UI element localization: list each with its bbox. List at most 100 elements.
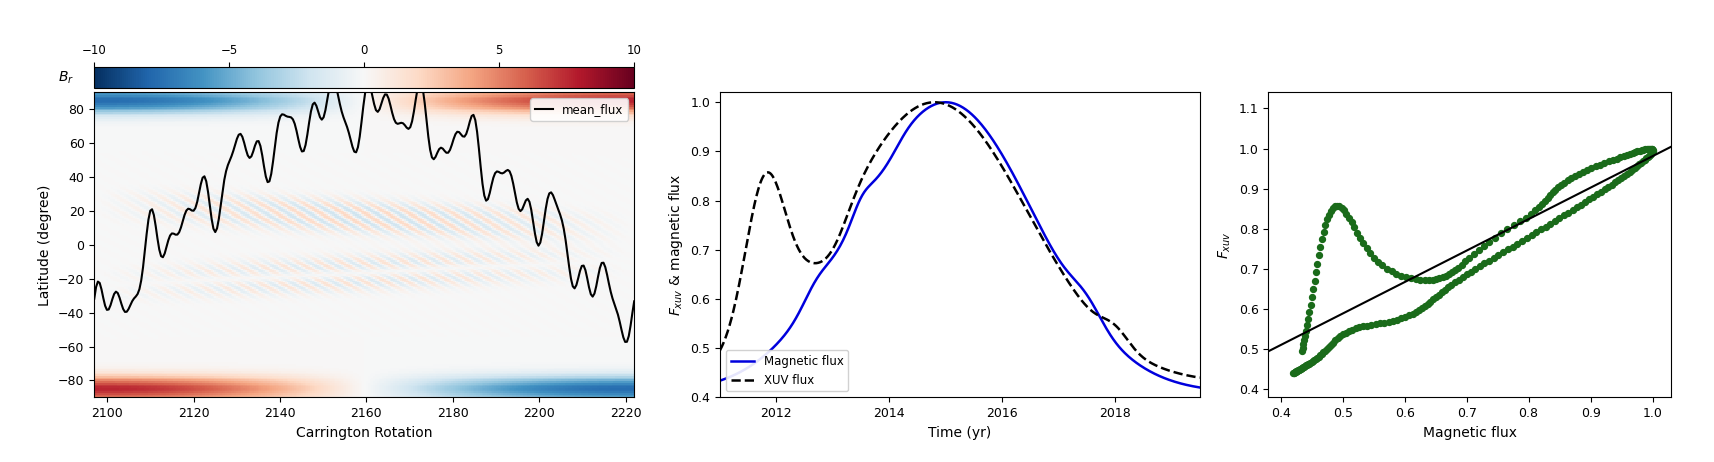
Point [1572, 198, 1599, 206]
Point [1630, 158, 1657, 165]
Point [1435, 284, 1462, 291]
X-axis label: Time (yr): Time (yr) [929, 426, 991, 440]
Point [1311, 221, 1339, 229]
Point [1294, 361, 1321, 369]
Point [1539, 189, 1567, 196]
XUV flux [1104, 322, 1124, 327]
Point [1633, 155, 1661, 162]
Point [1297, 359, 1325, 366]
Point [1321, 202, 1349, 210]
Point [1532, 223, 1560, 230]
Point [1325, 203, 1352, 210]
Point [1423, 275, 1450, 283]
XUV flux [710, 348, 730, 353]
Point [1284, 367, 1311, 374]
Point [1306, 243, 1333, 251]
Point [1465, 246, 1493, 254]
Point [1357, 249, 1385, 257]
Point [1416, 276, 1443, 284]
Point [1476, 238, 1503, 245]
Point [1457, 268, 1484, 275]
Point [1299, 358, 1327, 365]
Point [1445, 264, 1472, 271]
Point [1339, 326, 1366, 334]
Point [1416, 298, 1443, 305]
Point [1342, 325, 1369, 332]
Point [1639, 146, 1666, 153]
Point [1558, 174, 1585, 182]
Point [1639, 146, 1666, 154]
Point [1352, 244, 1380, 252]
Legend: Magnetic flux, XUV flux: Magnetic flux, XUV flux [725, 350, 848, 391]
XUV flux [996, 171, 1016, 177]
Point [1532, 197, 1560, 205]
Point [1503, 240, 1531, 247]
Point [1325, 334, 1352, 342]
Point [1299, 286, 1327, 293]
Magnetic flux [941, 100, 962, 106]
Point [1627, 147, 1654, 154]
Point [1287, 365, 1315, 372]
Point [1315, 343, 1342, 351]
Point [1282, 368, 1309, 376]
Point [1561, 172, 1589, 180]
Point [1354, 322, 1381, 329]
Point [1508, 237, 1536, 244]
Point [1320, 339, 1347, 346]
Point [1292, 332, 1320, 340]
Point [1639, 147, 1666, 155]
Point [1597, 181, 1625, 188]
Point [1304, 353, 1332, 360]
Point [1529, 200, 1556, 207]
Point [1555, 176, 1582, 184]
Point [1453, 271, 1481, 278]
Point [1286, 366, 1313, 373]
Point [1351, 239, 1378, 247]
Point [1603, 155, 1630, 162]
Point [1616, 168, 1644, 176]
Point [1289, 344, 1316, 352]
Point [1297, 301, 1325, 309]
Point [1635, 145, 1663, 152]
Y-axis label: $F_{xuv}$ & magnetic flux: $F_{xuv}$ & magnetic flux [667, 174, 684, 316]
Point [1296, 309, 1323, 316]
Point [1402, 275, 1429, 283]
Point [1308, 236, 1335, 243]
Point [1280, 369, 1308, 376]
Point [1318, 207, 1345, 214]
Point [1380, 317, 1407, 324]
Point [1639, 146, 1666, 153]
Point [1330, 207, 1357, 214]
Point [1591, 159, 1618, 167]
Point [1402, 308, 1429, 316]
Point [1308, 350, 1335, 358]
Point [1419, 296, 1447, 303]
Point [1476, 257, 1503, 264]
Point [1286, 365, 1313, 373]
Point [1405, 306, 1433, 314]
Point [1292, 362, 1320, 369]
Point [1321, 337, 1349, 344]
mean_flux [406, 97, 427, 103]
Point [1369, 262, 1397, 269]
Point [1549, 212, 1577, 219]
Point [1289, 340, 1316, 348]
Point [1565, 170, 1592, 177]
Point [1284, 367, 1311, 374]
Point [1431, 286, 1459, 293]
Point [1628, 146, 1656, 154]
Point [1383, 316, 1411, 323]
Point [1383, 270, 1411, 277]
Point [1315, 211, 1342, 218]
Point [1318, 341, 1345, 348]
Point [1599, 156, 1627, 164]
Point [1280, 369, 1308, 377]
Point [1639, 147, 1666, 154]
Point [1445, 276, 1472, 283]
Point [1327, 333, 1354, 340]
Point [1536, 220, 1563, 227]
Point [1639, 145, 1666, 152]
Point [1522, 229, 1549, 236]
XUV flux [1179, 373, 1200, 378]
Point [1289, 364, 1316, 371]
